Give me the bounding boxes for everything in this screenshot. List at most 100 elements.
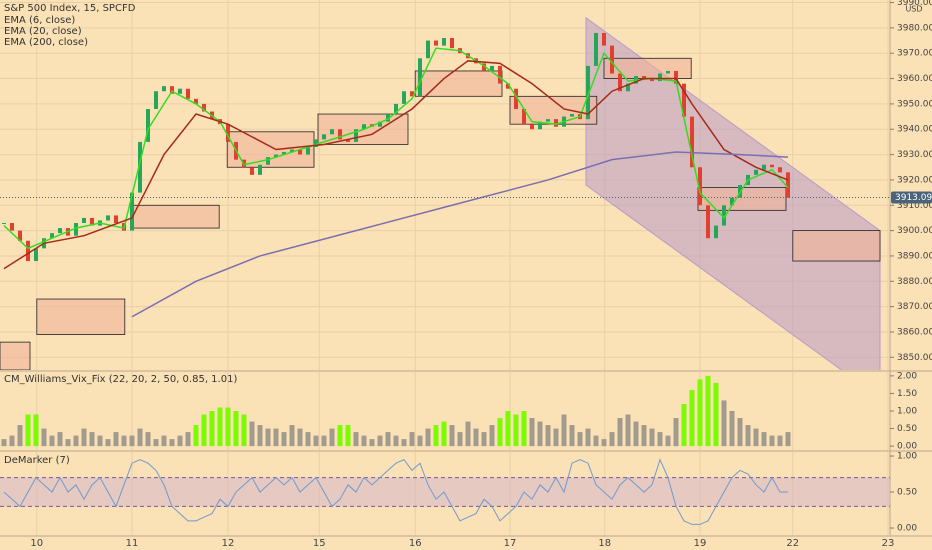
- bar: [393, 435, 399, 447]
- bar: [689, 389, 695, 447]
- candle: [498, 65, 502, 84]
- bar: [697, 379, 703, 447]
- x-tick-label: 11: [126, 538, 139, 549]
- bar: [353, 432, 359, 447]
- y-tick-label: 3890.00: [897, 251, 932, 261]
- bar: [1, 439, 7, 447]
- candle: [162, 86, 166, 92]
- bar: [329, 428, 335, 447]
- bar: [281, 432, 287, 447]
- candle: [186, 88, 190, 99]
- candle: [522, 108, 526, 125]
- bar: [625, 414, 631, 447]
- x-tick-label: 15: [313, 538, 326, 549]
- bar: [713, 382, 719, 447]
- y-tick-label: 3870.00: [897, 302, 932, 312]
- bar: [593, 435, 599, 447]
- bar: [377, 435, 383, 447]
- y-tick-label: 3970.00: [897, 49, 932, 59]
- x-tick-label: 22: [786, 538, 799, 549]
- bar: [273, 428, 279, 447]
- candle: [570, 114, 574, 117]
- candle: [586, 65, 590, 120]
- y-tick-label: 3910.00: [897, 201, 932, 211]
- bar: [257, 425, 263, 447]
- candle: [258, 164, 262, 175]
- bar: [481, 432, 487, 447]
- candle: [130, 192, 134, 231]
- y-tick-label: 3860.00: [897, 327, 932, 337]
- y-tick-label: 0.50: [897, 424, 917, 434]
- x-tick-label: 16: [409, 538, 422, 549]
- bar: [409, 432, 415, 447]
- y-tick-label: 0.00: [897, 442, 917, 452]
- bar: [785, 432, 791, 447]
- bar: [601, 439, 607, 447]
- bar: [401, 439, 407, 447]
- y-tick-label: 3880.00: [897, 277, 932, 287]
- bar: [545, 425, 551, 447]
- bar: [705, 375, 711, 447]
- candle: [674, 70, 678, 84]
- bar: [41, 428, 47, 447]
- bar: [177, 435, 183, 447]
- bar: [193, 425, 199, 447]
- demarker-line: [3, 458, 788, 525]
- candle: [50, 233, 54, 239]
- candle: [322, 134, 326, 140]
- candle: [506, 83, 510, 89]
- bar: [769, 435, 775, 447]
- legend-entry: EMA (200, close): [4, 37, 88, 48]
- candle: [490, 65, 494, 71]
- y-tick-label: 1.50: [897, 389, 917, 399]
- candle: [2, 223, 6, 225]
- bar: [529, 418, 535, 447]
- candle: [386, 114, 390, 122]
- candle: [482, 63, 486, 71]
- candle: [722, 205, 726, 226]
- y-tick-label: 3920.00: [897, 175, 932, 185]
- bar: [761, 432, 767, 447]
- bar: [97, 435, 103, 447]
- candle: [354, 129, 358, 142]
- candle: [410, 91, 414, 97]
- bar: [369, 439, 375, 447]
- y-tick-label: 3930.00: [897, 150, 932, 160]
- candle: [58, 228, 62, 234]
- bar: [753, 428, 759, 447]
- pane-title: CM_Williams_Vix_Fix (22, 20, 2, 50, 0.85…: [4, 374, 237, 385]
- bar: [553, 428, 559, 447]
- bar: [57, 432, 63, 447]
- candle: [394, 103, 398, 115]
- candle: [762, 164, 766, 170]
- bar: [225, 407, 231, 447]
- x-tick-label: 17: [504, 538, 517, 549]
- y-tick-label: 2.00: [897, 371, 917, 381]
- candle: [74, 223, 78, 236]
- candle: [250, 167, 254, 175]
- bar: [657, 432, 663, 447]
- x-tick-label: 12: [222, 538, 235, 549]
- bar: [289, 425, 295, 447]
- demarker-pane: [0, 452, 890, 535]
- bar: [745, 425, 751, 447]
- candle: [530, 124, 534, 130]
- candle: [786, 172, 790, 198]
- bar: [169, 439, 175, 447]
- bar: [681, 403, 687, 447]
- candle: [602, 32, 606, 46]
- candle: [610, 45, 614, 74]
- candle: [306, 146, 310, 155]
- candle: [418, 58, 422, 97]
- bar: [561, 414, 567, 447]
- bar: [457, 432, 463, 447]
- candle: [178, 88, 182, 94]
- x-tick-label: 23: [882, 538, 895, 549]
- bar: [577, 432, 583, 447]
- candle: [34, 248, 38, 262]
- candle: [266, 157, 270, 165]
- bar: [433, 425, 439, 447]
- y-tick-label: 3850.00: [897, 353, 932, 363]
- bar: [25, 414, 31, 447]
